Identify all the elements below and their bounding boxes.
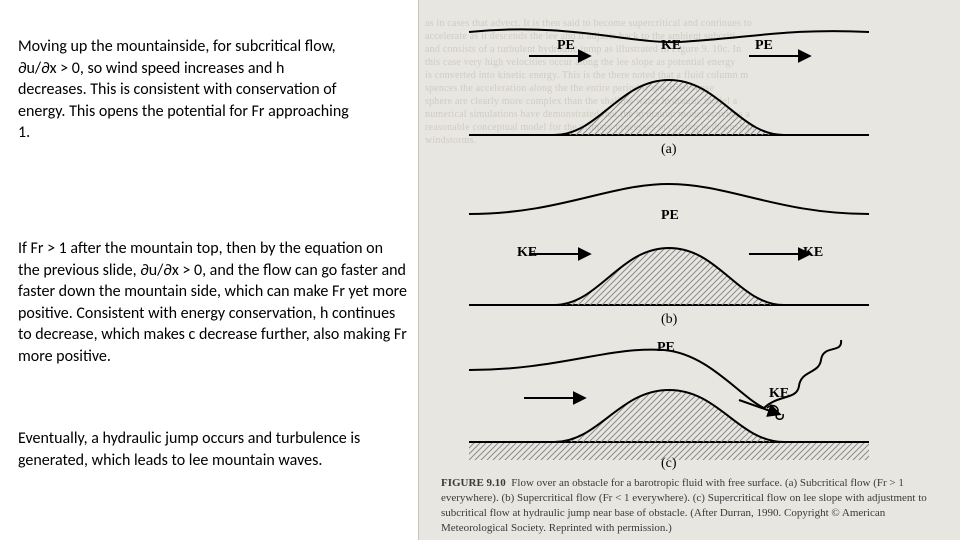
slide-page: Moving up the mountainside, for subcriti… bbox=[0, 0, 960, 540]
panel-b-caption: (b) bbox=[661, 312, 677, 328]
paragraph-2: If Fr > 1 after the mountain top, then b… bbox=[18, 238, 408, 368]
panel-c-caption: (c) bbox=[661, 456, 677, 472]
panel-a-label-left: PE bbox=[557, 38, 575, 54]
panel-b-label-mid: PE bbox=[661, 208, 679, 224]
figure-caption-body: Flow over an obstacle for a barotropic f… bbox=[441, 477, 927, 534]
panel-a-label-mid: KE bbox=[661, 38, 681, 54]
panel-c-label-left: PE bbox=[657, 340, 675, 356]
figure-9-10: as in cases that advect. It is then said… bbox=[418, 0, 960, 540]
figure-caption: FIGURE 9.10 Flow over an obstacle for a … bbox=[441, 476, 939, 535]
panel-c-label-right: KE bbox=[769, 386, 789, 402]
panel-a-label-right: PE bbox=[755, 38, 773, 54]
figure-caption-prefix: FIGURE 9.10 bbox=[441, 477, 506, 489]
paragraph-1: Moving up the mountainside, for subcriti… bbox=[18, 36, 353, 144]
panel-b-label-left: KE bbox=[517, 245, 537, 261]
panel-a-caption: (a) bbox=[661, 142, 677, 158]
panel-a bbox=[449, 10, 889, 150]
paragraph-3: Eventually, a hydraulic jump occurs and … bbox=[18, 428, 378, 471]
panel-b-label-right: KE bbox=[803, 245, 823, 261]
